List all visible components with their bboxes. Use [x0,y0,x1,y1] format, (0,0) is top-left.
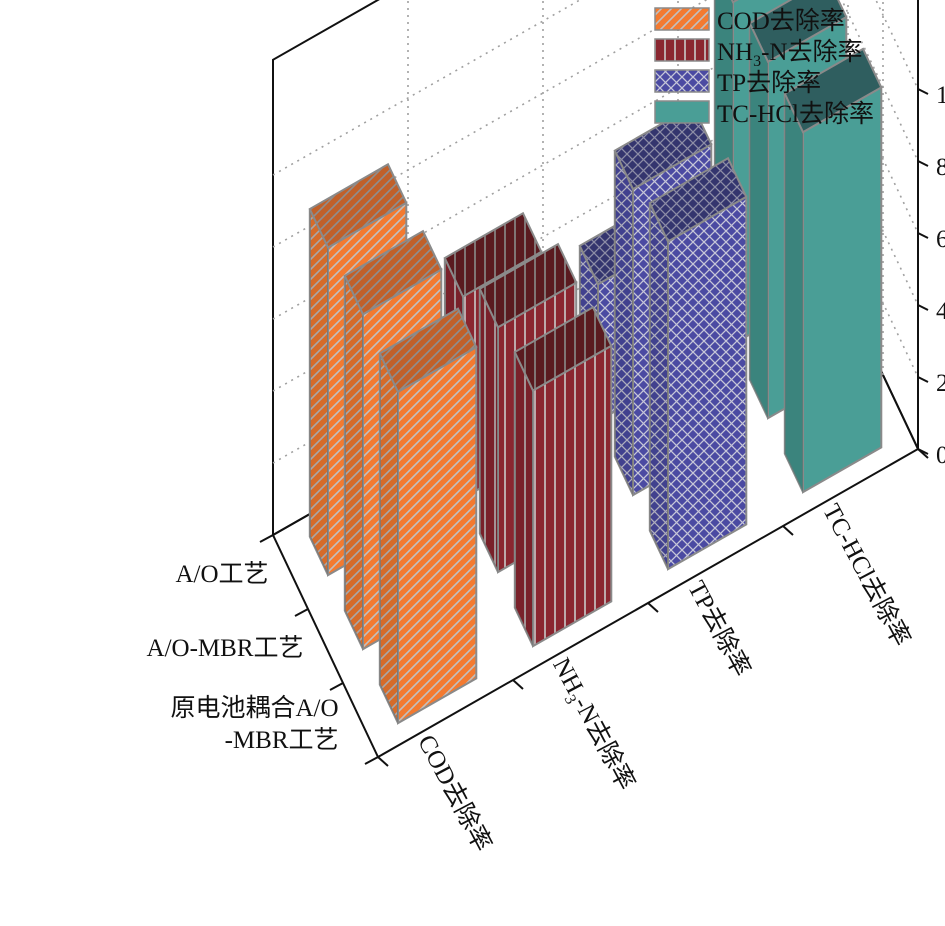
bar-left-shade [379,353,398,724]
bar-top-face [730,0,739,4]
z-tick [917,448,929,455]
bar-top-face [378,307,478,394]
bar-top-face [648,156,748,243]
y-tick [364,756,379,765]
legend-entry: NH3-N去除率 [654,38,863,70]
bar-1-0 [513,305,613,648]
z-tick [917,376,929,383]
z-tick [917,304,929,311]
z-tick-label: 80 [936,154,945,181]
bar-top-face [443,211,543,298]
bar-left-shade [614,150,633,496]
bar-left-shade [514,352,533,647]
bar-top-face [478,242,578,329]
bar-front-face [532,344,613,648]
bar-left-shade [749,23,768,419]
legend-entry: COD去除率 [654,7,845,35]
z-tick-label: 60 [936,226,945,253]
y-category-label: -MBR工艺 [225,726,339,754]
z-tick-label: 20 [936,370,945,397]
bar-3-0 [783,47,883,494]
bar-left-shade [344,275,363,650]
z-tick-label: 40 [936,298,945,325]
bar-left-shade [479,288,498,573]
x-category-label: COD去除率 [412,730,497,856]
legend-swatch [654,7,710,31]
bar-top-face [308,162,408,249]
y-category-label: A/O工艺 [175,560,268,588]
x-tick [782,525,794,536]
z-gridline [272,9,919,320]
bar-top-face [783,47,883,134]
z-tick-label: 100 [936,82,945,109]
y-tick [294,608,309,617]
legend-entry: TC-HCl去除率 [654,100,874,128]
legend-label: TP去除率 [717,69,821,97]
bar-left-shade [309,209,328,576]
bar-front-face [397,345,478,725]
y-tick [259,534,274,543]
legend-label: NH3-N去除率 [717,38,863,70]
legend-swatch [654,69,710,93]
x-tick [512,679,524,690]
z-tick [917,88,929,95]
bar-top-face [748,0,848,64]
bar-top-face [513,305,613,392]
legend-label: TC-HCl去除率 [717,100,874,128]
bar-left-shade [649,203,668,570]
bar-top-face [343,229,443,316]
z-tick-label: 0 [936,442,945,469]
legend-label: COD去除率 [717,7,845,35]
y-tick [329,682,344,691]
bar-front-face [802,85,883,494]
x-tick [377,756,389,767]
y-category-label: A/O-MBR工艺 [147,634,304,662]
z-gridline [272,81,919,392]
legend-entry: TP去除率 [654,69,821,97]
bar-front-face [667,195,748,571]
bar-2-0 [648,156,748,571]
z-gridline [272,0,919,176]
z-tick [917,232,929,239]
z-tick [917,160,929,167]
legend-swatch [654,100,710,124]
legend-swatch [654,38,710,62]
x-category-label: TP去除率 [682,576,756,681]
y-category-label: 原电池耦合A/O [170,694,338,722]
x-category-label: NH3-N去除率 [544,653,641,796]
x-category-label: TC-HCl去除率 [817,499,915,651]
bar-left-shade [784,93,803,493]
bar-0-0 [378,307,478,725]
x-tick [647,602,659,613]
